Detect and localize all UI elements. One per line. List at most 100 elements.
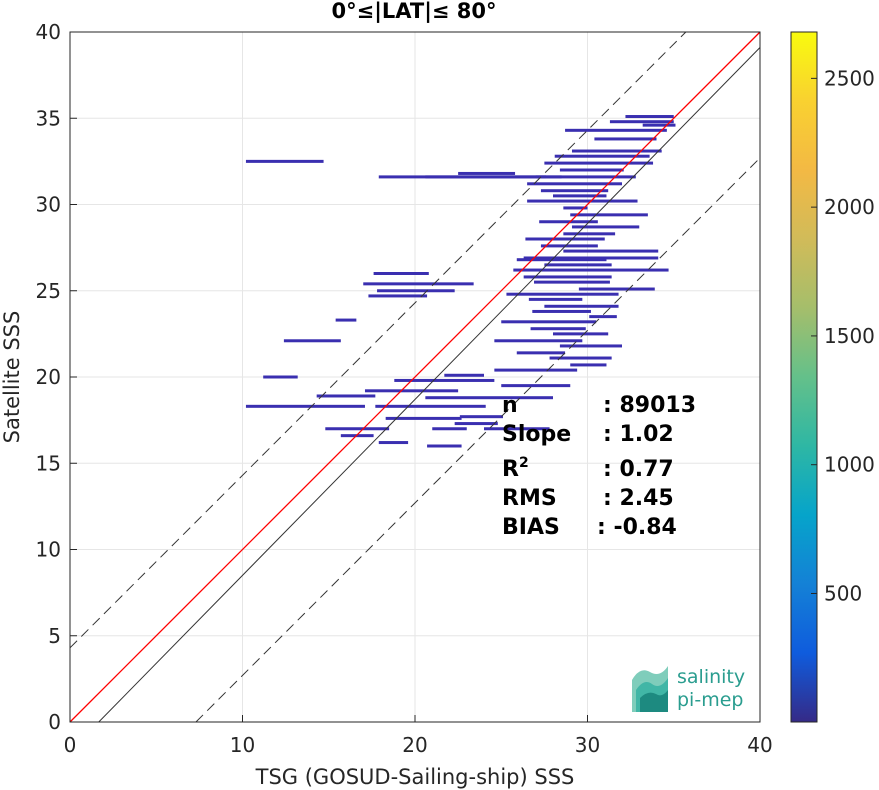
density-cell xyxy=(544,263,612,267)
x-tick-label: 30 xyxy=(575,733,600,757)
x-axis-ticks: 0 10 20 30 40 xyxy=(64,715,773,757)
y-tick-label: 0 xyxy=(48,710,61,734)
stat-slope-label: Slope xyxy=(502,422,571,447)
density-cell xyxy=(578,287,655,291)
density-cell xyxy=(571,225,640,229)
density-cell xyxy=(535,175,636,179)
density-cell xyxy=(283,339,341,343)
density-cell xyxy=(523,275,612,279)
density-cell xyxy=(563,206,588,210)
density-cell xyxy=(527,199,638,203)
stat-n-value: : 89013 xyxy=(603,393,696,418)
density-cell xyxy=(378,441,409,445)
colorbar-tick-label: 500 xyxy=(824,581,862,605)
y-tick-label: 15 xyxy=(36,451,61,475)
density-cell xyxy=(523,256,659,260)
density-cell xyxy=(544,161,654,165)
density-cell xyxy=(425,175,547,179)
density-cell xyxy=(368,294,428,298)
salinity-pimep-logo: salinity pi-mep xyxy=(632,666,745,712)
logo-line-2: pi-mep xyxy=(677,689,743,711)
one-to-one-line xyxy=(69,31,761,723)
y-axis-ticks: 0 5 10 15 20 25 30 35 40 xyxy=(36,20,77,734)
density-cell xyxy=(544,304,619,308)
colorbar-tick-label: 2500 xyxy=(824,66,875,90)
density-cell xyxy=(532,309,591,313)
density-cell xyxy=(559,168,624,172)
density-cell xyxy=(245,159,324,163)
density-cell xyxy=(540,189,609,193)
density-cell xyxy=(394,378,495,382)
density-cell xyxy=(570,363,607,367)
logo-line-1: salinity xyxy=(677,666,745,688)
density-cell xyxy=(565,128,667,132)
stat-bias-value: : -0.84 xyxy=(597,515,677,540)
density-cell xyxy=(625,115,674,119)
stat-r2-sup: 2 xyxy=(519,455,529,471)
stat-slope-value: : 1.02 xyxy=(603,422,674,447)
density-cell xyxy=(528,297,583,301)
stat-r2-base: R xyxy=(502,457,519,482)
density-cell xyxy=(454,422,498,426)
density-layer xyxy=(245,115,676,448)
density-cell xyxy=(563,249,659,253)
x-tick-label: 0 xyxy=(64,733,77,757)
density-cell xyxy=(516,258,607,262)
colorbar-tick-label: 1000 xyxy=(824,453,875,477)
stat-rms-label: RMS xyxy=(502,486,557,511)
y-tick-label: 5 xyxy=(48,624,61,648)
stat-rms-value: : 2.45 xyxy=(603,486,674,511)
x-tick-label: 10 xyxy=(230,733,255,757)
density-cell xyxy=(385,416,462,420)
y-axis-label: Satellite SSS xyxy=(0,311,24,444)
density-cell xyxy=(506,292,619,296)
density-cell xyxy=(594,137,657,141)
density-cell xyxy=(364,389,459,393)
upper-bound-line xyxy=(69,31,687,649)
density-cell xyxy=(494,339,583,343)
fit-line xyxy=(98,47,761,723)
stat-r2-value: : 0.77 xyxy=(603,457,674,482)
density-cell xyxy=(553,332,609,336)
density-cell xyxy=(642,123,676,127)
density-cell xyxy=(494,368,578,372)
density-cell xyxy=(609,120,674,124)
y-tick-label: 10 xyxy=(36,538,61,562)
density-cell xyxy=(554,154,650,158)
density-cell xyxy=(325,427,390,431)
density-cell xyxy=(377,289,455,293)
stat-n-label: n xyxy=(502,393,518,418)
colorbar-tick-label: 2000 xyxy=(824,195,875,219)
density-cell xyxy=(553,194,607,198)
density-cell xyxy=(516,351,566,355)
density-cell xyxy=(425,396,553,400)
density-cell xyxy=(458,171,516,175)
chart-title: 0°≤|LAT|≤ 80° xyxy=(331,0,496,24)
density-cell xyxy=(527,182,622,186)
density-cell xyxy=(263,375,298,379)
stat-bias-label: BIAS xyxy=(502,515,560,540)
lower-bound-line xyxy=(195,157,761,723)
density-cell xyxy=(570,213,648,217)
density-cell xyxy=(444,373,484,377)
density-cell xyxy=(432,427,467,431)
density-cell xyxy=(373,272,429,275)
y-tick-label: 30 xyxy=(36,193,61,217)
density-cell xyxy=(540,244,598,248)
density-cell xyxy=(534,280,610,284)
density-cell xyxy=(513,268,669,272)
colorbar-ticks: 500 1000 1500 2000 2500 xyxy=(811,66,875,605)
density-cell xyxy=(571,149,662,153)
density-cell xyxy=(530,327,586,331)
x-axis-label: TSG (GOSUD-Sailing-ship) SSS xyxy=(255,765,575,789)
density-cell xyxy=(563,232,616,236)
stats-panel: n : 89013 Slope : 1.02 R2 : 0.77 RMS : 2… xyxy=(502,393,696,540)
density-cell xyxy=(539,220,598,224)
y-tick-label: 35 xyxy=(36,106,61,130)
density-cell xyxy=(316,394,376,398)
density-cell xyxy=(375,404,486,408)
x-tick-label: 20 xyxy=(402,733,427,757)
stat-r2-label: R2 xyxy=(502,455,529,482)
reference-lines xyxy=(69,31,761,723)
density-cell xyxy=(559,344,622,348)
